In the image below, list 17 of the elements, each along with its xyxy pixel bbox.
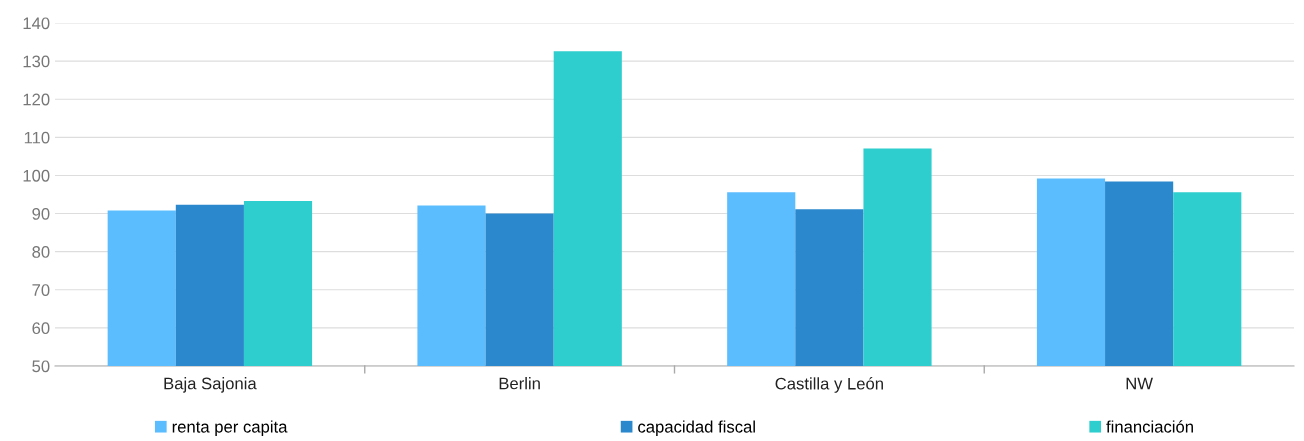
y-tick-label: 90	[32, 207, 50, 220]
y-tick-label: 70	[32, 284, 50, 296]
x-tick-label: Baja Sajonia	[164, 377, 257, 393]
y-tick-label: 130	[23, 55, 50, 68]
x-tick-label: NW	[1126, 377, 1153, 390]
y-tick-label: 140	[23, 17, 50, 30]
x-tick-label: Berlin	[499, 377, 540, 390]
y-tick-label: 80	[32, 246, 50, 258]
legend-label: capacidad fiscal	[638, 420, 755, 436]
y-tick-label: 60	[32, 322, 50, 335]
y-tick-label: 50	[32, 360, 50, 373]
x-tick-label: Castilla y León	[775, 377, 883, 393]
legend-label: renta per capita	[172, 420, 288, 436]
legend-label: financiación	[1106, 420, 1193, 433]
y-tick-label: 120	[23, 93, 50, 106]
y-tick-label: 110	[24, 131, 50, 144]
y-tick-label: 100	[23, 169, 50, 182]
